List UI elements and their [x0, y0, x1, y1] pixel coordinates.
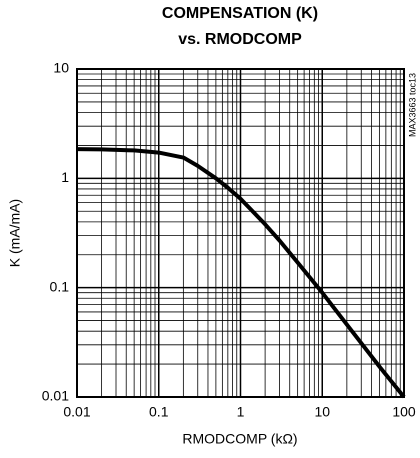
x-tick-label: 100 [392, 404, 416, 420]
chart-subtitle: vs. RMODCOMP [178, 31, 302, 48]
data-line [76, 147, 406, 399]
x-tick-label: 1 [237, 404, 245, 420]
x-axis-label: RMODCOMP (kΩ) [182, 431, 297, 447]
y-tick-label: 0.01 [42, 388, 69, 404]
x-tick-label: 0.01 [63, 404, 90, 420]
x-tick-label: 10 [314, 404, 330, 420]
chart-title: COMPENSATION (K) [162, 5, 318, 22]
y-tick-label: 1 [61, 169, 69, 185]
annotation: MAX3663 toc13 [407, 73, 417, 137]
y-tick-label: 10 [53, 60, 69, 76]
y-axis-label: K (mA/mA) [7, 199, 23, 267]
plot-frame [76, 68, 405, 398]
x-tick-label: 0.1 [149, 404, 169, 420]
y-tick-label: 0.1 [50, 278, 70, 294]
